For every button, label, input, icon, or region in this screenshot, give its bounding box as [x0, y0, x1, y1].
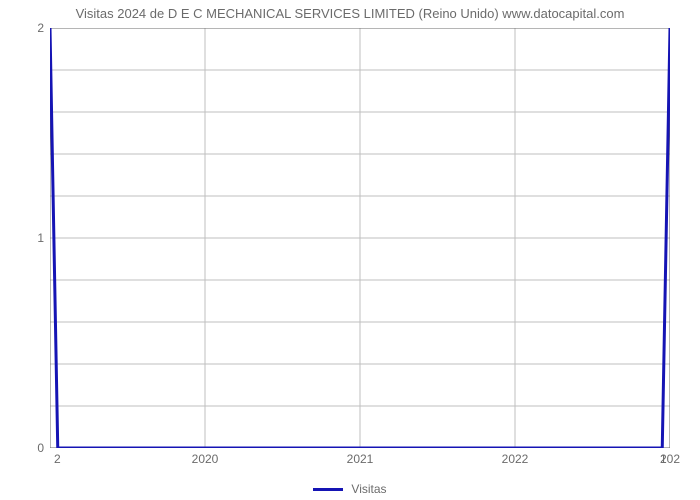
x-tick-label: 2020: [192, 452, 219, 466]
stray-label: 1: [660, 452, 667, 466]
legend-swatch: [313, 488, 343, 491]
stray-label: 2: [54, 452, 61, 466]
y-tick-label: 2: [4, 21, 44, 35]
legend-label: Visitas: [351, 482, 386, 496]
x-tick-label: 2021: [347, 452, 374, 466]
plot-area: [50, 28, 670, 448]
y-tick-label: 1: [4, 231, 44, 245]
chart-title: Visitas 2024 de D E C MECHANICAL SERVICE…: [0, 6, 700, 21]
x-tick-label: 2022: [502, 452, 529, 466]
chart-container: Visitas 2024 de D E C MECHANICAL SERVICE…: [0, 0, 700, 500]
legend: Visitas: [0, 482, 700, 496]
y-tick-label: 0: [4, 441, 44, 455]
